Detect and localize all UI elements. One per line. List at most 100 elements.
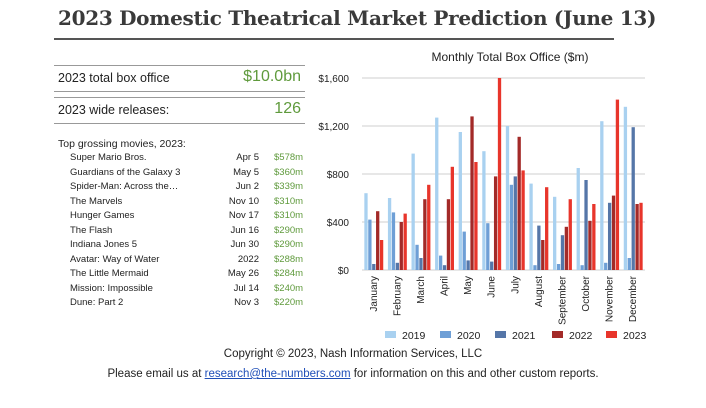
bar-2023-march [427, 184, 431, 270]
bar-2022-february [399, 222, 403, 270]
bar-2021-january [372, 264, 376, 270]
movie-gross: $284m [274, 268, 304, 279]
bar-2019-september [553, 196, 557, 270]
bar-2020-september [556, 264, 561, 270]
movie-gross: $220m [274, 297, 304, 308]
movie-row: Indiana Jones 5 Jun 30 $290m [70, 239, 306, 253]
bar-2023-may [474, 162, 478, 270]
bar-2021-april [442, 265, 447, 270]
movie-gross: $290m [274, 224, 304, 236]
movie-gross: $339m [274, 181, 304, 192]
movie-title: Avatar: Way of Water [70, 253, 160, 265]
y-tick-label: $1,200 [318, 122, 349, 133]
movie-title: The Marvels [70, 195, 123, 207]
legend-label: 2023 [623, 330, 647, 342]
bar-2020-december [627, 258, 631, 270]
movie-title: Super Mario Bros. [70, 152, 147, 163]
bar-2021-october [584, 180, 588, 270]
x-tick-label: October [581, 275, 592, 311]
bar-2022-november [611, 195, 616, 270]
stat-label: 2023 total box office [58, 71, 170, 85]
x-tick-label: April [440, 276, 451, 296]
bar-2022-october [588, 220, 592, 270]
legend-swatch-2021 [495, 331, 506, 338]
bar-2020-june [486, 223, 490, 270]
bar-2019-december [623, 106, 628, 270]
bar-2019-october [576, 168, 580, 270]
legend-label: 2019 [402, 330, 426, 342]
bar-2021-december [631, 127, 635, 270]
movie-row: Guardians of the Galaxy 3 May 5 $360m [70, 167, 306, 181]
movie-title: Spider-Man: Across the… [70, 181, 179, 192]
bar-2019-august [529, 183, 533, 270]
stat-total-box-office: 2023 total box office $10.0bn [54, 65, 305, 92]
movie-release-date: Nov 3 [234, 297, 259, 308]
bar-2023-february [403, 213, 407, 270]
bar-2021-november [607, 202, 612, 270]
bar-2023-august [545, 187, 549, 270]
bar-2023-december [639, 202, 643, 270]
movie-title: Indiana Jones 5 [70, 239, 138, 250]
movie-row: Hunger Games Nov 17 $310m [70, 210, 306, 224]
y-tick-label: $400 [327, 218, 350, 229]
movie-gross: $240m [274, 282, 304, 294]
copyright-notice: Copyright © 2023, Nash Information Servi… [223, 348, 483, 360]
bar-2019-july [505, 126, 510, 270]
legend-swatch-2023 [606, 331, 617, 338]
bar-2022-march [423, 199, 427, 270]
bar-2022-september [564, 226, 569, 270]
y-tick-label: $800 [327, 170, 350, 181]
bar-2019-february [387, 198, 392, 270]
bar-2020-august [533, 265, 537, 270]
bar-2019-march [411, 153, 415, 270]
movie-title: Guardians of the Galaxy 3 [70, 166, 181, 178]
bar-2019-may [458, 132, 462, 270]
movie-gross: $360m [274, 166, 304, 178]
movie-row: Spider-Man: Across the… Jun 2 $339m [70, 181, 306, 195]
bar-2021-july [513, 176, 517, 270]
movie-row: The Marvels Nov 10 $310m [70, 196, 306, 210]
x-tick-label: June [487, 276, 498, 298]
x-tick-label: December [628, 275, 639, 322]
stat-value: $10.0bn [243, 68, 301, 85]
chart-title: Monthly Total Box Office ($m) [431, 50, 589, 64]
top-movies-heading: Top grossing movies, 2023: [58, 138, 186, 150]
movie-release-date: Apr 5 [236, 152, 259, 163]
legend-swatch-2022 [552, 331, 563, 338]
y-tick-label: $1,600 [318, 74, 349, 85]
movie-release-date: 2022 [237, 253, 259, 265]
email-link[interactable]: research@the-numbers.com [204, 368, 351, 380]
movie-title: Hunger Games [70, 210, 135, 221]
legend-swatch-2020 [440, 331, 451, 338]
x-tick-label: January [369, 276, 380, 312]
bar-2020-april [438, 255, 443, 270]
movie-release-date: Jun 30 [230, 239, 259, 250]
stat-value: 126 [274, 100, 301, 117]
movie-title: Mission: Impossible [70, 282, 153, 294]
bar-2020-may [462, 231, 466, 270]
bar-2020-march [415, 244, 419, 270]
bar-2020-july [509, 184, 514, 270]
bar-2021-february [395, 262, 400, 270]
movie-release-date: Nov 17 [228, 210, 259, 221]
bar-2023-january [379, 240, 384, 270]
stat-label: 2023 wide releases: [58, 103, 170, 117]
bar-2021-june [490, 261, 494, 270]
bar-2023-april [450, 166, 454, 270]
movie-release-date: May 26 [227, 268, 259, 279]
y-tick-label: $0 [338, 266, 350, 277]
bar-2022-april [446, 199, 451, 270]
bar-2022-august [541, 240, 545, 270]
bar-2020-january [368, 219, 372, 270]
movie-release-date: Jun 2 [235, 181, 259, 192]
bar-2021-may [466, 260, 470, 270]
movie-release-date: Jun 16 [230, 224, 259, 236]
contact-suffix: for information on this and other custom… [350, 368, 599, 380]
movie-gross: $310m [274, 210, 304, 221]
x-tick-label: July [510, 276, 521, 294]
bar-2023-october [592, 204, 596, 270]
bar-2022-may [470, 116, 474, 271]
x-tick-label: May [463, 276, 474, 295]
movie-release-date: May 5 [233, 166, 259, 178]
